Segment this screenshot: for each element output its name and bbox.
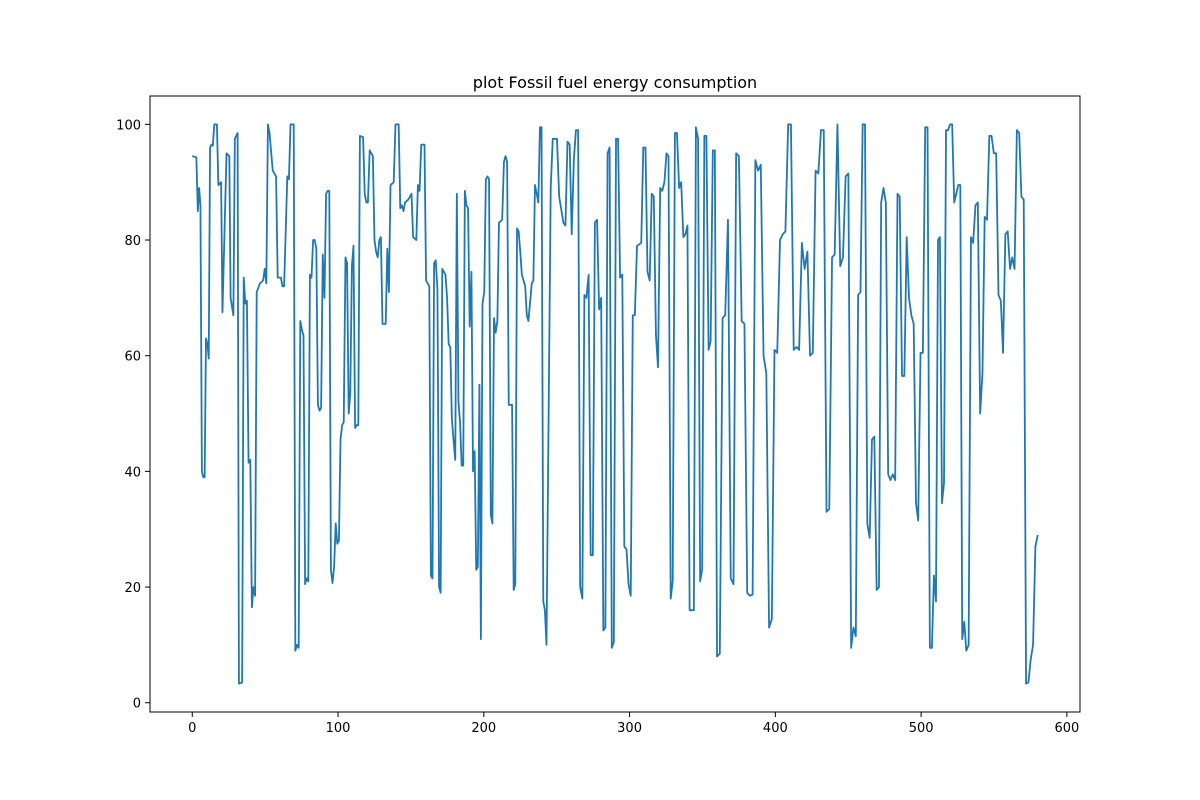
y-tick-label: 60: [124, 350, 141, 365]
x-tick-label: 0: [188, 721, 196, 736]
y-tick-label: 100: [116, 118, 141, 133]
data-line: [192, 123, 1039, 685]
x-tick-label: 300: [617, 721, 642, 736]
chart-title: plot Fossil fuel energy consumption: [473, 73, 757, 92]
x-tick-label: 600: [1054, 721, 1079, 736]
y-tick-label: 20: [124, 581, 141, 596]
axes-frame: [149, 95, 1081, 713]
x-tick-label: 100: [326, 721, 351, 736]
y-tick-label: 40: [124, 465, 141, 480]
x-tick-label: 200: [471, 721, 496, 736]
x-tick-label: 500: [909, 721, 934, 736]
x-tick-label: 400: [763, 721, 788, 736]
y-tick-label: 0: [133, 697, 141, 712]
y-tick-label: 80: [124, 234, 141, 249]
